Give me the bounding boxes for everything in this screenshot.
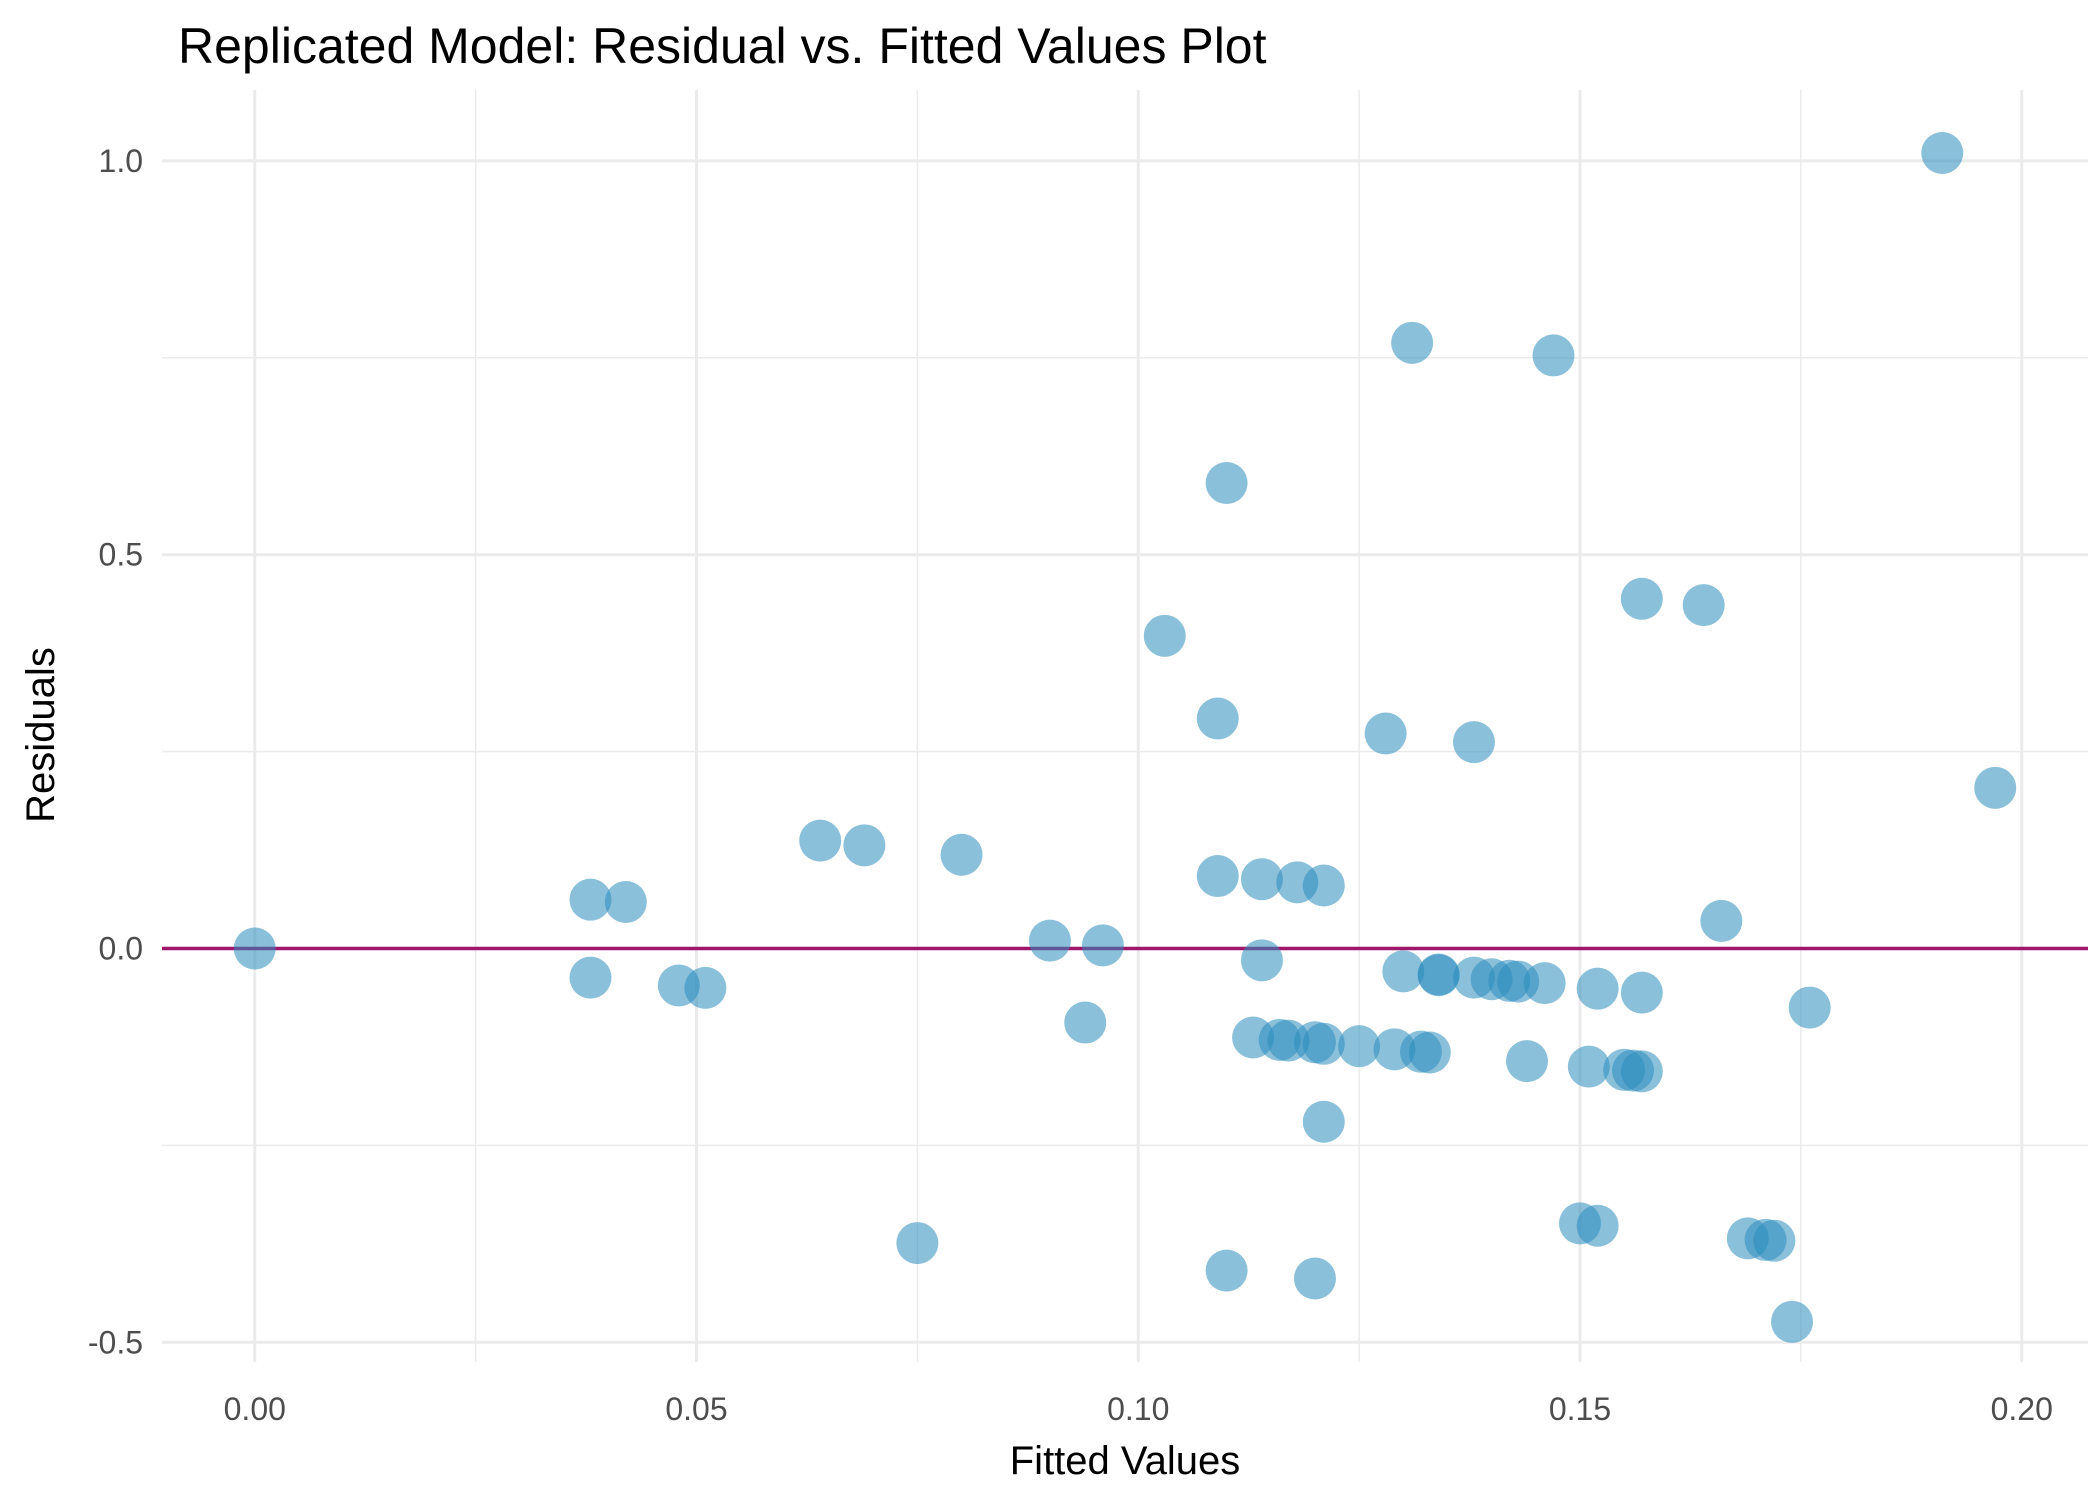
x-axis-ticks: 0.00 0.05 0.10 0.15 0.20 bbox=[224, 1391, 2053, 1427]
data-point bbox=[1771, 1301, 1813, 1343]
data-point bbox=[843, 824, 885, 866]
x-tick-label: 0.00 bbox=[224, 1391, 286, 1427]
y-axis-ticks: -0.5 0.0 0.5 1.0 bbox=[88, 143, 143, 1360]
data-point bbox=[1082, 924, 1124, 966]
data-point bbox=[1532, 334, 1574, 376]
data-point bbox=[1789, 987, 1831, 1029]
data-point bbox=[1206, 462, 1248, 504]
data-point bbox=[799, 820, 841, 862]
y-tick-label: 0.5 bbox=[99, 537, 143, 573]
data-point bbox=[1506, 1040, 1548, 1082]
data-point bbox=[1241, 939, 1283, 981]
data-point bbox=[1524, 962, 1566, 1004]
data-point bbox=[1029, 920, 1071, 962]
data-point bbox=[1921, 132, 1963, 174]
data-point bbox=[1577, 1205, 1619, 1247]
y-tick-label: -0.5 bbox=[88, 1324, 143, 1360]
data-point bbox=[1683, 584, 1725, 626]
y-axis-title: Residuals bbox=[19, 647, 63, 823]
data-point bbox=[1700, 900, 1742, 942]
x-tick-label: 0.15 bbox=[1549, 1391, 1611, 1427]
data-point bbox=[1453, 721, 1495, 763]
data-point bbox=[1577, 968, 1619, 1010]
data-points bbox=[234, 132, 2016, 1343]
y-tick-label: 0.0 bbox=[99, 931, 143, 967]
data-point bbox=[569, 957, 611, 999]
data-point bbox=[941, 834, 983, 876]
data-point bbox=[1409, 1031, 1451, 1073]
chart-title: Replicated Model: Residual vs. Fitted Va… bbox=[178, 18, 1267, 74]
data-point bbox=[896, 1222, 938, 1264]
data-point bbox=[1294, 1258, 1336, 1300]
data-point bbox=[1064, 1002, 1106, 1044]
data-point bbox=[1974, 767, 2016, 809]
grid bbox=[162, 90, 2088, 1362]
data-point bbox=[1391, 322, 1433, 364]
x-tick-label: 0.05 bbox=[665, 1391, 727, 1427]
data-point bbox=[1621, 972, 1663, 1014]
data-point bbox=[1197, 855, 1239, 897]
x-axis-title: Fitted Values bbox=[1010, 1439, 1241, 1483]
data-point bbox=[1303, 1101, 1345, 1143]
data-point bbox=[1206, 1250, 1248, 1292]
data-point bbox=[1144, 615, 1186, 657]
data-point bbox=[1621, 1050, 1663, 1092]
data-point bbox=[234, 928, 276, 970]
data-point bbox=[684, 967, 726, 1009]
x-tick-label: 0.10 bbox=[1107, 1391, 1169, 1427]
y-tick-label: 1.0 bbox=[99, 143, 143, 179]
data-point bbox=[1753, 1220, 1795, 1262]
x-tick-label: 0.20 bbox=[1991, 1391, 2053, 1427]
data-point bbox=[1197, 698, 1239, 740]
data-point bbox=[1303, 864, 1345, 906]
data-point bbox=[605, 881, 647, 923]
data-point bbox=[1365, 712, 1407, 754]
data-point bbox=[1621, 578, 1663, 620]
